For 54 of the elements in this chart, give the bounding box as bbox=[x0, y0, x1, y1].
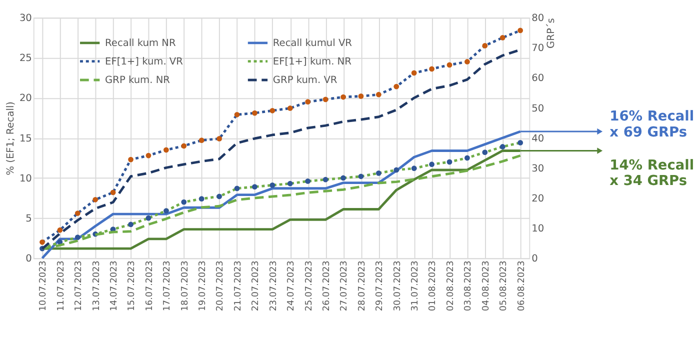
x-tick-label: 12.07.2023 bbox=[74, 260, 84, 312]
y-axis-title: % (EF1; Recall) bbox=[6, 102, 17, 176]
x-tick-label: 31.07.2023 bbox=[410, 260, 421, 312]
annotation: 16% Recall x 69 GRPs bbox=[610, 108, 694, 140]
x-tick-label: 10.07.2023 bbox=[38, 260, 49, 312]
y-tick-label: 15 bbox=[19, 133, 32, 144]
x-tick-label: 26.07.2023 bbox=[322, 260, 332, 312]
x-tick-label: 01.08.2023 bbox=[428, 260, 438, 312]
x-tick-label: 22.07.2023 bbox=[251, 260, 262, 312]
x-tick-label: 06.08.2023 bbox=[516, 260, 527, 312]
y-tick-label: 20 bbox=[19, 93, 32, 104]
x-tick-label: 16.07.2023 bbox=[144, 260, 155, 312]
legend-label: EF[1+] kum. VR bbox=[105, 56, 184, 68]
legend-label: EF[1+] kum. NR bbox=[272, 56, 352, 68]
x-tick-label: 04.08.2023 bbox=[481, 260, 492, 312]
x-tick-label: 18.07.2023 bbox=[180, 260, 190, 312]
y2-tick-label: 80 bbox=[532, 13, 544, 24]
y2-axis-title: GRP´s bbox=[546, 18, 557, 48]
y2-tick-label: 60 bbox=[532, 73, 544, 84]
x-tick-label: 03.08.2023 bbox=[464, 260, 474, 312]
y2-tick-label: 10 bbox=[532, 224, 544, 235]
legend-label: Recall kumul VR bbox=[272, 38, 352, 49]
x-tick-label: 14.07.2023 bbox=[109, 260, 120, 312]
x-tick-label: 13.07.2023 bbox=[92, 260, 102, 312]
y2-tick-label: 70 bbox=[532, 43, 544, 54]
x-tick-label: 30.07.2023 bbox=[392, 260, 403, 312]
legend-label: GRP kum. NR bbox=[105, 74, 170, 86]
x-tick-label: 21.07.2023 bbox=[233, 260, 244, 312]
x-tick-label: 17.07.2023 bbox=[162, 260, 173, 312]
x-tick-label: 27.07.2023 bbox=[340, 260, 350, 312]
y-tick-label: 0 bbox=[26, 254, 32, 265]
x-tick-label: 28.07.2023 bbox=[357, 260, 368, 312]
x-tick-label: 29.07.2023 bbox=[375, 260, 386, 312]
y-tick-label: 5 bbox=[26, 214, 32, 225]
y2-tick-label: 0 bbox=[532, 254, 538, 265]
legend-label: Recall kum NR bbox=[105, 38, 176, 49]
x-tick-label: 02.08.2023 bbox=[446, 260, 456, 312]
annotation: 14% Recall x 34 GRPs bbox=[610, 157, 694, 190]
x-tick-label: 25.07.2023 bbox=[304, 260, 314, 312]
x-tick-label: 05.08.2023 bbox=[499, 260, 510, 312]
y2-tick-label: 30 bbox=[532, 163, 544, 174]
x-tick-label: 20.07.2023 bbox=[216, 260, 226, 312]
y-tick-label: 10 bbox=[19, 173, 32, 184]
x-tick-label: 19.07.2023 bbox=[198, 260, 208, 312]
y2-tick-label: 50 bbox=[532, 103, 544, 114]
x-tick-label: 11.07.2023 bbox=[56, 260, 66, 312]
y2-tick-label: 20 bbox=[532, 193, 544, 204]
y-tick-label: 30 bbox=[19, 13, 32, 24]
legend-label: GRP kum. VR bbox=[272, 74, 338, 86]
x-tick-label: 23.07.2023 bbox=[268, 260, 279, 312]
x-tick-label: 15.07.2023 bbox=[127, 260, 138, 312]
x-tick-label: 24.07.2023 bbox=[286, 260, 297, 312]
y-tick-label: 25 bbox=[19, 53, 32, 64]
y2-tick-label: 40 bbox=[532, 133, 544, 144]
